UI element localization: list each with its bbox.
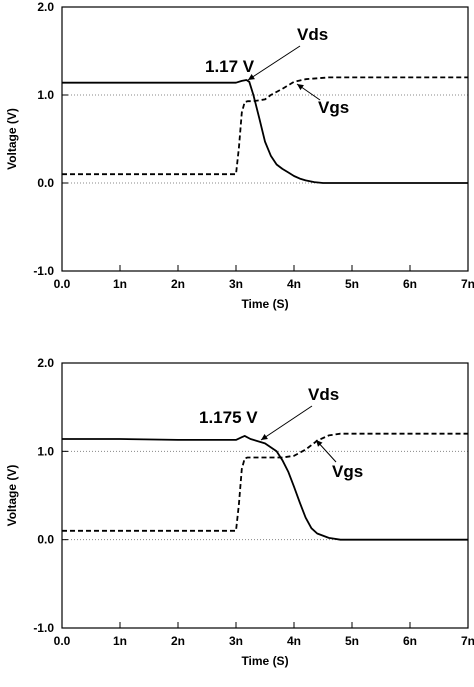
- annotation-arrowhead: [248, 74, 255, 80]
- x-axis-label: Time (S): [241, 297, 288, 311]
- plot-frame: [61, 6, 469, 272]
- x-tick-label: 7n: [461, 634, 474, 648]
- y-tick-label: 1.0: [37, 88, 54, 102]
- annotation-leader-line: [247, 45, 301, 81]
- x-tick-label: 3n: [229, 277, 243, 291]
- x-tick-label: 6n: [403, 634, 417, 648]
- annotation-arrowhead: [316, 440, 323, 447]
- x-tick-label: 1n: [113, 277, 127, 291]
- y-axis-label: Voltage (V): [5, 465, 19, 527]
- x-tick-label: 5n: [345, 634, 359, 648]
- series-vds-line: [62, 79, 468, 184]
- annotation-label: Vds: [308, 385, 339, 404]
- annotation-label: Vgs: [332, 462, 363, 481]
- x-tick-label: 5n: [345, 277, 359, 291]
- annotation-label: 1.175 V: [199, 408, 258, 427]
- x-axis-label: Time (S): [241, 654, 288, 668]
- x-tick-label: 0.0: [54, 634, 71, 648]
- x-tick-label: 0.0: [54, 277, 71, 291]
- y-tick-label: 2.0: [37, 0, 54, 14]
- y-tick-label: 1.0: [37, 444, 54, 458]
- annotation-leader-line: [260, 405, 313, 441]
- x-tick-label: 1n: [113, 634, 127, 648]
- annotation-label: 1.17 V: [205, 57, 255, 76]
- series-vds-line: [62, 435, 468, 541]
- y-tick-label: 0.0: [37, 533, 54, 547]
- series-vgs-line: [62, 76, 468, 176]
- x-tick-label: 2n: [171, 634, 185, 648]
- x-tick-label: 6n: [403, 277, 417, 291]
- annotation-label: Vgs: [318, 98, 349, 117]
- series-vgs-line: [62, 432, 468, 532]
- annotation-arrowhead: [261, 433, 268, 440]
- x-tick-label: 7n: [461, 277, 474, 291]
- annotation-arrowhead: [297, 84, 304, 91]
- y-tick-label: 2.0: [37, 356, 54, 370]
- x-tick-label: 4n: [287, 277, 301, 291]
- y-tick-label: -1.0: [33, 264, 54, 278]
- x-tick-label: 2n: [171, 277, 185, 291]
- y-tick-label: -1.0: [33, 621, 54, 635]
- y-tick-label: 0.0: [37, 176, 54, 190]
- x-tick-label: 4n: [287, 634, 301, 648]
- plot-frame: [61, 362, 469, 629]
- y-axis-label: Voltage (V): [5, 108, 19, 170]
- x-tick-label: 3n: [229, 634, 243, 648]
- annotation-label: Vds: [297, 25, 328, 44]
